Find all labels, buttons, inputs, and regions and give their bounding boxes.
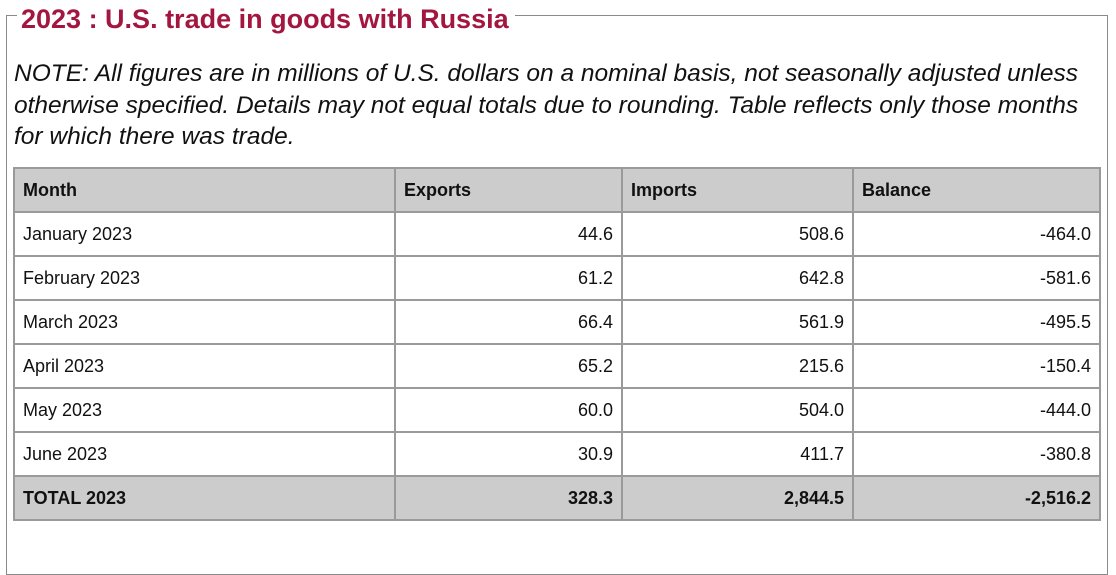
table-header-row: Month Exports Imports Balance [13, 167, 1101, 213]
cell-balance: -495.5 [852, 299, 1101, 345]
table-row: March 2023 66.4 561.9 -495.5 [13, 299, 1101, 345]
total-label: TOTAL 2023 [13, 475, 396, 521]
trade-table: Month Exports Imports Balance January 20… [13, 167, 1101, 521]
cell-exports: 66.4 [394, 299, 623, 345]
total-exports: 328.3 [394, 475, 623, 521]
cell-exports: 65.2 [394, 343, 623, 389]
column-header-exports: Exports [394, 167, 623, 213]
total-imports: 2,844.5 [621, 475, 854, 521]
cell-imports: 508.6 [621, 211, 854, 257]
table-row: May 2023 60.0 504.0 -444.0 [13, 387, 1101, 433]
cell-month: January 2023 [13, 211, 396, 257]
cell-month: March 2023 [13, 299, 396, 345]
cell-imports: 504.0 [621, 387, 854, 433]
total-balance: -2,516.2 [852, 475, 1101, 521]
cell-balance: -444.0 [852, 387, 1101, 433]
cell-exports: 30.9 [394, 431, 623, 477]
table-row: April 2023 65.2 215.6 -150.4 [13, 343, 1101, 389]
table-row: February 2023 61.2 642.8 -581.6 [13, 255, 1101, 301]
cell-month: May 2023 [13, 387, 396, 433]
cell-balance: -380.8 [852, 431, 1101, 477]
cell-imports: 215.6 [621, 343, 854, 389]
cell-balance: -581.6 [852, 255, 1101, 301]
cell-imports: 642.8 [621, 255, 854, 301]
cell-imports: 411.7 [621, 431, 854, 477]
cell-month: April 2023 [13, 343, 396, 389]
cell-balance: -150.4 [852, 343, 1101, 389]
column-header-balance: Balance [852, 167, 1101, 213]
column-header-month: Month [13, 167, 396, 213]
cell-exports: 61.2 [394, 255, 623, 301]
page-title: 2023 : U.S. trade in goods with Russia [17, 2, 515, 36]
total-row: TOTAL 2023 328.3 2,844.5 -2,516.2 [13, 475, 1101, 521]
table-row: June 2023 30.9 411.7 -380.8 [13, 431, 1101, 477]
note-text: NOTE: All figures are in millions of U.S… [14, 60, 1079, 150]
table-row: January 2023 44.6 508.6 -464.0 [13, 211, 1101, 257]
cell-imports: 561.9 [621, 299, 854, 345]
cell-exports: 60.0 [394, 387, 623, 433]
cell-month: June 2023 [13, 431, 396, 477]
column-header-imports: Imports [621, 167, 854, 213]
cell-exports: 44.6 [394, 211, 623, 257]
cell-month: February 2023 [13, 255, 396, 301]
cell-balance: -464.0 [852, 211, 1101, 257]
